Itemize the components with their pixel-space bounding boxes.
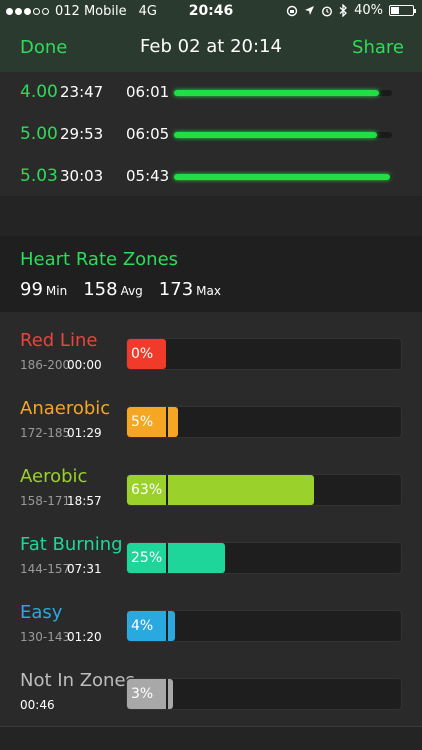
done-button[interactable]: Done: [20, 37, 68, 58]
section-title: Heart Rate Zones: [20, 249, 179, 270]
section-spacer: [0, 196, 422, 236]
network-label: 4G: [138, 4, 157, 19]
page-title: Feb 02 at 20:14: [140, 36, 282, 57]
zone-range: 172-185: [20, 426, 71, 440]
zone-percent: 3%: [131, 686, 154, 702]
zone-percent: 25%: [131, 550, 163, 566]
zone-bar-track: 5%: [126, 406, 402, 438]
zone-row-anaerobic[interactable]: Anaerobic 172-185 01:29 5%: [0, 380, 422, 448]
zone-row-not-in-zones[interactable]: Not In Zones 00:46 3%: [0, 652, 422, 720]
location-icon: [305, 6, 315, 15]
zone-percent: 4%: [131, 618, 154, 634]
zone-percent: 63%: [131, 482, 163, 498]
split-pace: 06:05: [126, 125, 170, 143]
hr-avg-value: 158: [83, 279, 118, 300]
zone-duration: 00:46: [20, 698, 55, 712]
zone-row-red-line[interactable]: Red Line 186-200 00:00 0%: [0, 312, 422, 380]
zone-duration: 07:31: [67, 562, 102, 576]
hr-min: 99 Min: [20, 279, 67, 300]
split-row[interactable]: 4.00 23:47 06:01: [0, 76, 422, 106]
zone-range: 144-157: [20, 562, 71, 576]
zone-duration: 01:29: [67, 426, 102, 440]
status-bar: 012 Mobile 4G 20:46 40%: [0, 0, 422, 24]
alarm-icon: [322, 5, 333, 17]
zone-bar-divider: [166, 475, 168, 505]
battery-percent: 40%: [354, 3, 383, 18]
split-distance: 5.00: [20, 124, 58, 144]
split-bar: [174, 174, 390, 180]
zone-bar-divider: [166, 611, 168, 641]
zone-name: Aerobic: [20, 466, 88, 487]
hr-min-value: 99: [20, 279, 43, 300]
split-pace: 06:01: [126, 83, 170, 101]
zone-bar-divider: [166, 407, 168, 437]
battery-icon: [389, 5, 416, 16]
navigation-bar: Done Feb 02 at 20:14 Share: [0, 24, 422, 72]
zone-duration: 18:57: [67, 494, 102, 508]
zone-name: Fat Burning: [20, 534, 123, 555]
hr-avg: 158 Avg: [83, 279, 143, 300]
zone-name: Easy: [20, 602, 63, 623]
split-bar-track: [174, 90, 392, 96]
split-bar: [174, 90, 379, 96]
zone-range: 186-200: [20, 358, 71, 372]
split-row[interactable]: 5.03 30:03 05:43: [0, 160, 422, 190]
zone-bar-divider: [166, 679, 168, 709]
split-bar-track: [174, 132, 392, 138]
split-time: 23:47: [60, 83, 104, 101]
split-time: 29:53: [60, 125, 104, 143]
zone-bar-track: 0%: [126, 338, 402, 370]
zone-row-aerobic[interactable]: Aerobic 158-171 18:57 63%: [0, 448, 422, 516]
bottom-spacer: [0, 726, 422, 750]
split-pace: 05:43: [126, 167, 170, 185]
signal-strength-icon: [6, 8, 49, 15]
hr-max-value: 173: [158, 279, 194, 300]
zone-bar-fill: [127, 543, 225, 573]
zone-bar-divider: [166, 543, 168, 573]
zone-bar-fill: [127, 407, 178, 437]
zone-bar-fill: [127, 679, 173, 709]
status-right: 40%: [286, 3, 416, 18]
rotation-lock-icon: [286, 5, 298, 16]
heart-rate-stats: 99 Min 158 Avg 173 Max: [20, 279, 221, 300]
zones-list: Red Line 186-200 00:00 0% Anaerobic 172-…: [0, 312, 422, 726]
hr-max-unit: Max: [196, 284, 221, 298]
zone-bar-fill: [127, 339, 166, 369]
split-row[interactable]: 5.00 29:53 06:05: [0, 118, 422, 148]
zone-range: 158-171: [20, 494, 71, 508]
hr-min-unit: Min: [45, 284, 68, 298]
hr-max: 173 Max: [159, 279, 221, 300]
zone-row-easy[interactable]: Easy 130-143 01:20 4%: [0, 584, 422, 652]
status-left: 012 Mobile 4G: [6, 4, 157, 19]
clock: 20:46: [188, 3, 234, 19]
zone-name: Anaerobic: [20, 398, 111, 419]
hr-avg-unit: Avg: [120, 284, 143, 298]
share-button[interactable]: Share: [352, 37, 404, 58]
zone-bar-track: 3%: [126, 678, 402, 710]
zone-name: Red Line: [20, 330, 98, 351]
zone-name: Not In Zones: [20, 670, 135, 691]
zone-bar-track: 25%: [126, 542, 402, 574]
splits-list: 4.00 23:47 06:01 5.00 29:53 06:05 5.03 3…: [0, 72, 422, 196]
carrier-label: 012 Mobile: [55, 4, 127, 19]
split-distance: 4.00: [20, 82, 58, 102]
zone-percent: 0%: [131, 346, 154, 362]
zone-duration: 00:00: [67, 358, 102, 372]
zone-range: 130-143: [20, 630, 71, 644]
zone-bar-fill: [127, 475, 314, 505]
heart-rate-header: Heart Rate Zones 99 Min 158 Avg 173 Max: [0, 236, 422, 312]
zone-duration: 01:20: [67, 630, 102, 644]
zone-row-fat-burning[interactable]: Fat Burning 144-157 07:31 25%: [0, 516, 422, 584]
split-bar: [174, 132, 377, 138]
bluetooth-icon: [339, 4, 348, 17]
split-distance: 5.03: [20, 166, 58, 186]
zone-percent: 5%: [131, 414, 154, 430]
zone-bar-track: 63%: [126, 474, 402, 506]
split-time: 30:03: [60, 167, 104, 185]
zone-bar-track: 4%: [126, 610, 402, 642]
split-bar-track: [174, 174, 392, 180]
